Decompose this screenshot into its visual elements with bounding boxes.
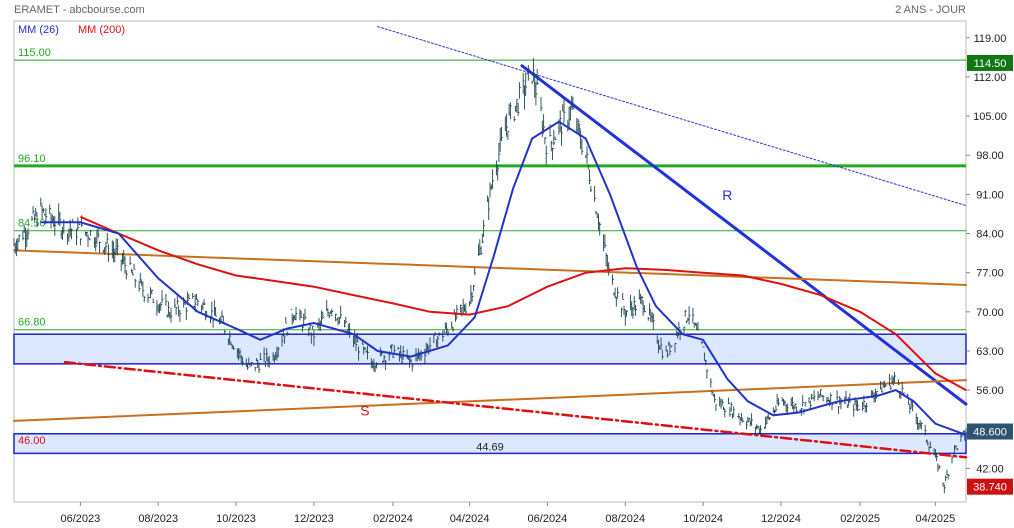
x-tick-label-7: 08/2024 — [605, 513, 645, 525]
trend-label-r: R — [722, 187, 732, 203]
price-tag-label-2: 48.600 — [973, 427, 1007, 439]
legend-ma26: MM (26) — [18, 24, 59, 36]
moving-averages-layer — [40, 120, 967, 436]
price-tag-box-0 — [967, 54, 1013, 71]
trend-label-s: S — [360, 402, 369, 418]
level-label-1: 96.10 — [18, 153, 46, 165]
zone-band-1 — [13, 433, 967, 455]
y-tick-label-8: 63.00 — [976, 346, 1004, 358]
y-tick-label-5: 84.00 — [976, 229, 1004, 241]
trendline-s — [63, 360, 968, 459]
level-label-0: 115.00 — [18, 47, 51, 59]
x-tick-label-6: 06/2024 — [528, 513, 568, 525]
ma26-line — [40, 120, 967, 436]
price-tag-label-0: 114.50 — [974, 58, 1007, 70]
y-tick-label-1: 112.00 — [974, 72, 1007, 84]
price-tag-label-1: 38.740 — [973, 482, 1007, 494]
x-tick-label-10: 02/2025 — [840, 513, 880, 525]
price-tags: 114.50 38.740 48.600 — [967, 54, 1013, 495]
level-label-2: 84.50 — [18, 218, 46, 230]
y-tick-label-6: 77.00 — [976, 268, 1004, 280]
labels-layer: RS — [360, 187, 732, 418]
y-tick-label-0: 119.00 — [974, 33, 1007, 45]
y-tick-label-11: 42.00 — [976, 463, 1004, 475]
price-tag-box-1 — [967, 478, 1013, 495]
trendline-3 — [13, 379, 967, 422]
y-tick-label-9: 56.00 — [976, 385, 1004, 397]
y-tick-label-2: 105.00 — [973, 111, 1007, 123]
y-tick-label-4: 91.00 — [976, 189, 1004, 201]
trendline-r — [520, 64, 968, 406]
trendline-1 — [377, 26, 967, 207]
x-tick-label-3: 12/2023 — [294, 513, 334, 525]
zone-band-0 — [13, 333, 967, 365]
y-tick-label-7: 70.00 — [976, 307, 1004, 319]
x-tick-label-11: 04/2025 — [915, 513, 955, 525]
x-tick-label-8: 10/2024 — [683, 513, 723, 525]
chart-title: ERAMET - abcbourse.com — [14, 4, 145, 16]
x-axis: 06/2023 08/2023 10/2023 12/2023 02/2024 04/20… — [60, 502, 955, 525]
x-tick-label-4: 02/2024 — [373, 513, 413, 525]
chart-period: 2 ANS - JOUR — [895, 4, 966, 16]
x-tick-label-5: 04/2024 — [450, 513, 490, 525]
price-tag-box-2 — [967, 423, 1013, 440]
y-axis: 119.00 112.00 105.00 98.00 91.00 84.00 77.00 70… — [966, 33, 1007, 475]
zone-mid-label-1: 44.69 — [476, 441, 504, 453]
levels-layer: 115.00 96.10 84.50 66.80 — [14, 47, 966, 331]
x-tick-label-9: 12/2024 — [761, 513, 801, 525]
level-label-3: 66.80 — [18, 317, 46, 329]
x-tick-label-0: 06/2023 — [60, 513, 100, 525]
x-tick-label-1: 08/2023 — [138, 513, 178, 525]
zone-label-1: 46.00 — [18, 435, 46, 447]
x-tick-label-2: 10/2023 — [216, 513, 256, 525]
y-tick-label-3: 98.00 — [976, 150, 1004, 162]
zones-layer: 46.00 44.69 — [13, 333, 967, 455]
plot-frame — [13, 20, 967, 503]
legend-ma200: MM (200) — [78, 24, 125, 36]
ma200-line — [79, 215, 967, 391]
